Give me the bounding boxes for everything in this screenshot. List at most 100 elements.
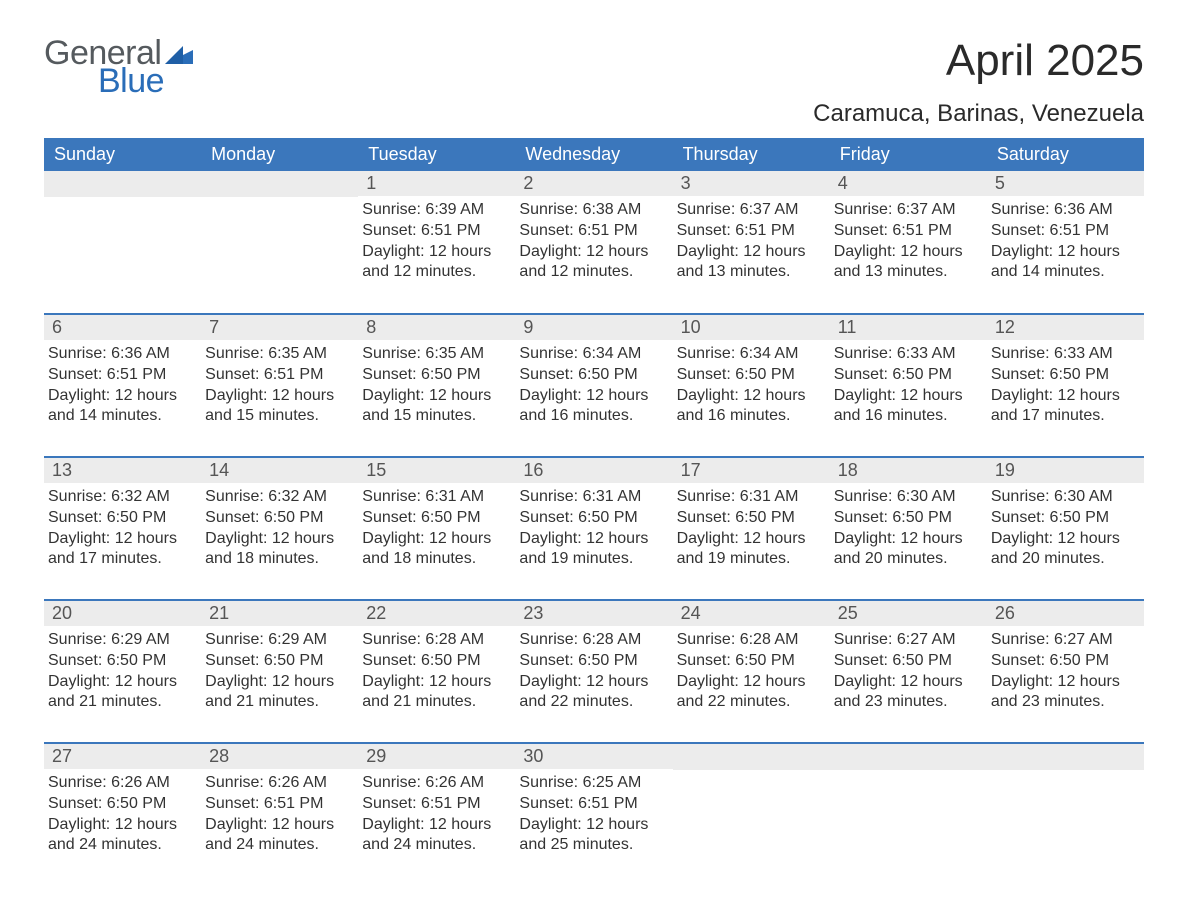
daylight-minutes: 19 minutes (551, 550, 629, 567)
sunrise-line: Sunrise: 6:32 AM (48, 487, 195, 508)
calendar-day-cell: 7Sunrise: 6:35 AMSunset: 6:51 PMDaylight… (201, 315, 358, 440)
daylight-suffix: . (943, 263, 947, 280)
calendar-day-cell: 5Sunrise: 6:36 AMSunset: 6:51 PMDaylight… (987, 171, 1144, 297)
sunrise-value: 6:26 AM (425, 774, 484, 791)
daylight-hours: 12 hours (1058, 243, 1120, 260)
sunset-label: Sunset: (677, 652, 736, 669)
day-body: Sunrise: 6:32 AMSunset: 6:50 PMDaylight:… (44, 483, 201, 583)
dow-cell: Tuesday (358, 138, 515, 171)
daylight-label: Daylight: (519, 387, 586, 404)
sunrise-value: 6:33 AM (897, 345, 956, 362)
daylight-join: and (205, 550, 236, 567)
daylight-suffix: . (1100, 693, 1104, 710)
daylight-label: Daylight: (991, 673, 1058, 690)
daylight-suffix: . (472, 407, 476, 424)
day-body: Sunrise: 6:30 AMSunset: 6:50 PMDaylight:… (987, 483, 1144, 583)
calendar-day-cell: 16Sunrise: 6:31 AMSunset: 6:50 PMDayligh… (515, 458, 672, 583)
sunrise-value: 6:38 AM (583, 201, 642, 218)
daylight-join: and (677, 550, 708, 567)
daylight-minutes: 22 minutes (551, 693, 629, 710)
day-body: Sunrise: 6:31 AMSunset: 6:50 PMDaylight:… (673, 483, 830, 583)
daylight-label: Daylight: (362, 387, 429, 404)
daylight-join: and (48, 407, 79, 424)
sunrise-line: Sunrise: 6:31 AM (362, 487, 509, 508)
daylight-hours: 12 hours (429, 387, 491, 404)
day-number: 6 (44, 315, 201, 340)
daylight-suffix: . (786, 263, 790, 280)
sunset-value: 6:51 PM (578, 222, 638, 239)
daylight-suffix: . (629, 263, 633, 280)
daylight-hours: 12 hours (1058, 530, 1120, 547)
title-block: April 2025 Caramuca, Barinas, Venezuela (813, 36, 1144, 128)
dow-cell: Friday (830, 138, 987, 171)
sunrise-label: Sunrise: (519, 488, 582, 505)
calendar-day-cell: 29Sunrise: 6:26 AMSunset: 6:51 PMDayligh… (358, 744, 515, 870)
sunset-line: Sunset: 6:50 PM (48, 651, 195, 672)
sunrise-line: Sunrise: 6:29 AM (48, 630, 195, 651)
sunrise-line: Sunrise: 6:37 AM (677, 200, 824, 221)
sunset-label: Sunset: (48, 509, 107, 526)
daylight-suffix: . (786, 550, 790, 567)
daylight-line: Daylight: 12 hours and 12 minutes. (362, 242, 509, 284)
sunset-line: Sunset: 6:51 PM (834, 221, 981, 242)
sunset-label: Sunset: (834, 222, 893, 239)
calendar-week: 1Sunrise: 6:39 AMSunset: 6:51 PMDaylight… (44, 171, 1144, 297)
sunset-label: Sunset: (677, 509, 736, 526)
sunrise-value: 6:33 AM (1054, 345, 1113, 362)
sunset-value: 6:50 PM (421, 652, 481, 669)
sunset-value: 6:50 PM (735, 509, 795, 526)
dow-cell: Saturday (987, 138, 1144, 171)
day-body: Sunrise: 6:29 AMSunset: 6:50 PMDaylight:… (201, 626, 358, 726)
sunrise-label: Sunrise: (48, 774, 111, 791)
day-body: Sunrise: 6:36 AMSunset: 6:51 PMDaylight:… (987, 196, 1144, 296)
sunrise-value: 6:30 AM (1054, 488, 1113, 505)
daylight-minutes: 13 minutes (708, 263, 786, 280)
day-body: Sunrise: 6:35 AMSunset: 6:51 PMDaylight:… (201, 340, 358, 440)
sunrise-label: Sunrise: (205, 345, 268, 362)
calendar-day-cell: 2Sunrise: 6:38 AMSunset: 6:51 PMDaylight… (515, 171, 672, 297)
day-body: Sunrise: 6:26 AMSunset: 6:50 PMDaylight:… (44, 769, 201, 869)
day-body: Sunrise: 6:34 AMSunset: 6:50 PMDaylight:… (673, 340, 830, 440)
daylight-hours: 12 hours (586, 673, 648, 690)
daylight-join: and (519, 836, 550, 853)
sunrise-line: Sunrise: 6:28 AM (519, 630, 666, 651)
daylight-minutes: 24 minutes (393, 836, 471, 853)
sunset-label: Sunset: (362, 652, 421, 669)
day-number: 10 (673, 315, 830, 340)
sunrise-line: Sunrise: 6:33 AM (834, 344, 981, 365)
calendar-week: 13Sunrise: 6:32 AMSunset: 6:50 PMDayligh… (44, 456, 1144, 583)
calendar: SundayMondayTuesdayWednesdayThursdayFrid… (44, 138, 1144, 870)
daylight-label: Daylight: (48, 387, 115, 404)
sunrise-label: Sunrise: (48, 631, 111, 648)
daylight-suffix: . (629, 550, 633, 567)
day-number: 12 (987, 315, 1144, 340)
daylight-suffix: . (315, 407, 319, 424)
day-body (987, 770, 1144, 870)
daylight-label: Daylight: (48, 530, 115, 547)
day-number: 1 (358, 171, 515, 196)
day-body: Sunrise: 6:28 AMSunset: 6:50 PMDaylight:… (358, 626, 515, 726)
daylight-label: Daylight: (519, 673, 586, 690)
sunrise-value: 6:31 AM (425, 488, 484, 505)
sunset-value: 6:50 PM (421, 366, 481, 383)
daylight-suffix: . (472, 550, 476, 567)
daylight-hours: 12 hours (900, 387, 962, 404)
sunrise-value: 6:27 AM (897, 631, 956, 648)
sunrise-value: 6:37 AM (740, 201, 799, 218)
sunset-label: Sunset: (677, 366, 736, 383)
sunrise-value: 6:37 AM (897, 201, 956, 218)
sunset-label: Sunset: (48, 652, 107, 669)
daylight-minutes: 12 minutes (393, 263, 471, 280)
sunset-value: 6:50 PM (264, 509, 324, 526)
daylight-line: Daylight: 12 hours and 24 minutes. (48, 815, 195, 857)
sunset-value: 6:50 PM (892, 366, 952, 383)
sunrise-line: Sunrise: 6:28 AM (677, 630, 824, 651)
day-number: 7 (201, 315, 358, 340)
calendar-day-cell: 21Sunrise: 6:29 AMSunset: 6:50 PMDayligh… (201, 601, 358, 726)
daylight-suffix: . (315, 550, 319, 567)
sunrise-label: Sunrise: (362, 488, 425, 505)
day-number: 8 (358, 315, 515, 340)
daylight-label: Daylight: (834, 673, 901, 690)
sunset-label: Sunset: (991, 366, 1050, 383)
sunrise-label: Sunrise: (834, 488, 897, 505)
